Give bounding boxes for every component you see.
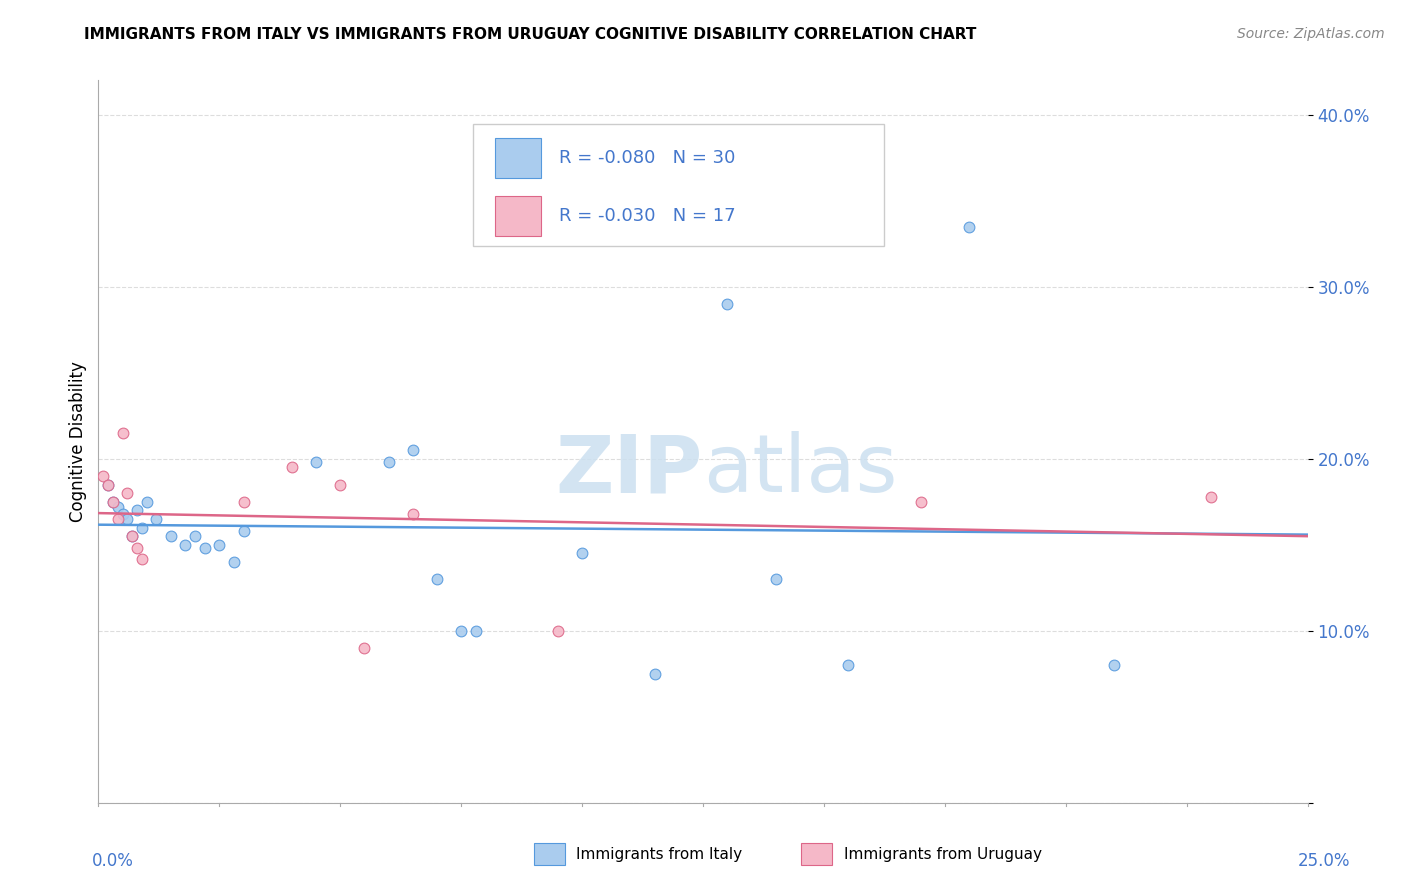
Point	[329, 477, 352, 491]
Y-axis label: Cognitive Disability: Cognitive Disability	[69, 361, 87, 522]
Text: ZIP: ZIP	[555, 432, 703, 509]
Point	[97, 477, 120, 491]
Point	[121, 529, 143, 543]
Text: Immigrants from Italy: Immigrants from Italy	[576, 847, 742, 862]
Point	[571, 546, 593, 560]
Point	[121, 529, 143, 543]
Point	[547, 624, 569, 638]
Point	[377, 455, 399, 469]
Point	[910, 494, 932, 508]
Point	[194, 541, 217, 556]
Point	[222, 555, 245, 569]
Point	[644, 666, 666, 681]
Text: Immigrants from Uruguay: Immigrants from Uruguay	[844, 847, 1042, 862]
Point	[97, 477, 120, 491]
Point	[765, 572, 787, 586]
Point	[131, 520, 153, 534]
Point	[184, 529, 207, 543]
Point	[111, 507, 134, 521]
Point	[957, 219, 980, 234]
Point	[135, 494, 157, 508]
Point	[91, 469, 114, 483]
Point	[305, 455, 328, 469]
Point	[450, 624, 472, 638]
Point	[353, 640, 375, 655]
Point	[160, 529, 183, 543]
Point	[281, 460, 304, 475]
Point	[107, 512, 129, 526]
Text: R = -0.030   N = 17: R = -0.030 N = 17	[560, 207, 735, 225]
Text: R = -0.080   N = 30: R = -0.080 N = 30	[560, 149, 735, 167]
FancyBboxPatch shape	[495, 196, 541, 235]
Point	[1102, 658, 1125, 673]
Point	[111, 425, 134, 440]
Point	[127, 541, 149, 556]
Point	[101, 494, 124, 508]
Point	[402, 443, 425, 458]
Text: Source: ZipAtlas.com: Source: ZipAtlas.com	[1237, 27, 1385, 41]
Point	[101, 494, 124, 508]
Point	[117, 486, 139, 500]
Text: 0.0%: 0.0%	[91, 852, 134, 870]
Point	[1199, 490, 1222, 504]
Text: atlas: atlas	[703, 432, 897, 509]
Point	[117, 512, 139, 526]
Point	[145, 512, 167, 526]
FancyBboxPatch shape	[495, 138, 541, 178]
Point	[716, 297, 738, 311]
Point	[208, 538, 231, 552]
Point	[464, 624, 486, 638]
Point	[174, 538, 197, 552]
Point	[127, 503, 149, 517]
Text: IMMIGRANTS FROM ITALY VS IMMIGRANTS FROM URUGUAY COGNITIVE DISABILITY CORRELATIO: IMMIGRANTS FROM ITALY VS IMMIGRANTS FROM…	[84, 27, 977, 42]
Point	[131, 551, 153, 566]
Point	[107, 500, 129, 514]
Point	[232, 524, 254, 538]
Point	[426, 572, 449, 586]
FancyBboxPatch shape	[474, 124, 884, 246]
Point	[232, 494, 254, 508]
Text: 25.0%: 25.0%	[1298, 852, 1350, 870]
Point	[402, 507, 425, 521]
Point	[837, 658, 859, 673]
